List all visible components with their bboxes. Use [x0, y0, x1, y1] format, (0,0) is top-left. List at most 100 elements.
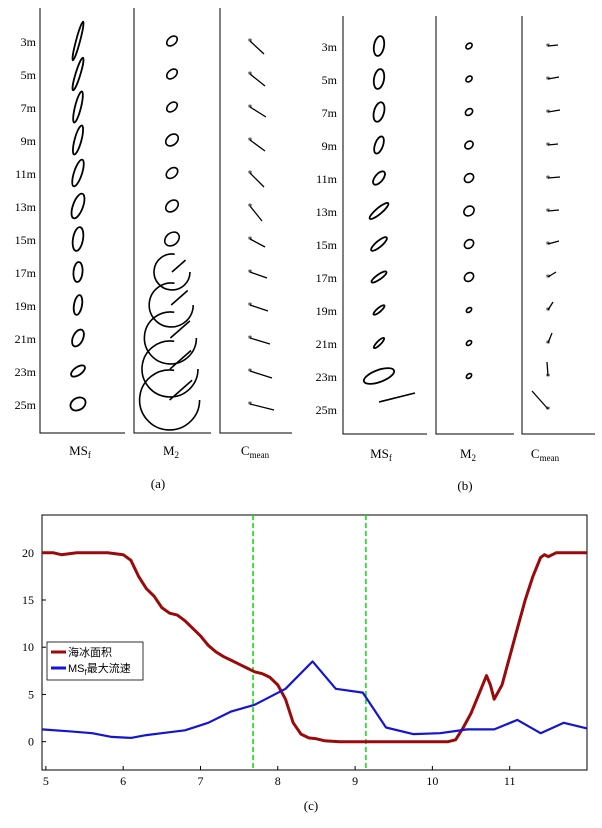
panel-a-cmean-vector: [249, 238, 266, 248]
panel-b-msf-label: MSf: [370, 446, 392, 463]
panel-b-caption: (b): [457, 478, 472, 493]
panel-b-depth-label: 19m: [316, 304, 338, 318]
panel-b-msf-ellipse: [372, 101, 386, 123]
panel-b-cmean-vector-marker: *: [546, 307, 551, 317]
panel-b-depth-label: 7m: [322, 106, 338, 120]
panel-b-m2-ellipse: [465, 42, 473, 50]
panel-a-msf-ellipse: [71, 158, 85, 188]
panel-b-depth-label: 9m: [322, 139, 338, 153]
panel-b-msf-axis: [342, 16, 427, 435]
panel-b-m2-ellipse: [465, 306, 473, 314]
panel-a-m2-ellipse: [143, 311, 198, 365]
panel-a-cmean-vector-marker: *: [248, 71, 253, 81]
panel-a-m2-ellipse-radius: [171, 259, 187, 273]
panel-a-cmean-vector-marker: *: [248, 137, 253, 147]
panel-a-m2-ellipse: [165, 35, 179, 47]
panel-a-cmean-vector: [249, 370, 273, 379]
series-line-msf-max-velocity: [41, 660, 588, 740]
x-tick-label: 8: [275, 774, 281, 788]
panel-a-depth-label: 11m: [15, 167, 37, 181]
x-tick-label: 11: [504, 774, 516, 788]
panel-a-cmean-vector-marker: *: [248, 104, 253, 114]
y-tick-label: 0: [28, 735, 34, 749]
panel-b-depth-label: 13m: [316, 205, 338, 219]
x-tick-label: 5: [43, 774, 49, 788]
panel-a-cmean-vector: [249, 73, 266, 87]
panel-b-cmean-vector: [547, 271, 557, 278]
panel-a-msf-ellipse: [71, 226, 85, 252]
panel-a-depth-label: 23m: [15, 365, 37, 379]
legend-label: 海冰面积: [68, 645, 112, 659]
panel-b-cmean-vector: [547, 301, 554, 311]
panel-a-depth-label: 9m: [21, 134, 37, 148]
series-line-sea-ice-area: [42, 551, 587, 744]
panel-a-cmean-vector: [249, 337, 271, 345]
panel-a-depth-label: 25m: [15, 398, 37, 412]
panel-b-depth-label: 25m: [316, 403, 338, 417]
panel-b-cmean-vector: [547, 109, 561, 113]
panel-b-msf-ellipse: [372, 304, 386, 316]
panel-c-plot-frame: [41, 514, 588, 771]
panel-a-m2-ellipse: [153, 253, 191, 291]
panel-b-cmean-vector-marker: *: [546, 241, 551, 251]
panel-b-cmean-vector: [547, 176, 561, 179]
panel-a-msf-ellipse: [72, 294, 84, 316]
panel-a-depth-label: 15m: [15, 233, 37, 247]
panel-a-cmean-vector-marker: *: [248, 335, 253, 345]
x-tick-label: 7: [197, 774, 203, 788]
panel-a-depth-label: 19m: [15, 299, 37, 313]
legend-label: MSf最大流速: [68, 661, 131, 677]
panel-a-msf-ellipse: [71, 328, 85, 348]
panel-a-cmean-vector-marker: *: [248, 236, 253, 246]
panel-b-cmean-vector: [547, 44, 559, 47]
panel-a-cmean-vector-marker: *: [248, 38, 253, 48]
panel-b-m2-ellipse: [464, 140, 474, 150]
panel-b-cmean-vector-marker: *: [546, 76, 551, 86]
panel-b-m2-ellipse: [465, 339, 473, 347]
panel-b-cmean-vector: [531, 390, 549, 410]
panel-b-msf-ellipse: [362, 367, 396, 385]
panel-a-cmean-vector-marker: *: [248, 269, 253, 279]
panel-b-msf-ellipse: [370, 270, 388, 284]
panel-a-m2-ellipse-radius: [169, 349, 192, 370]
panel-a-cmean-axis: [219, 8, 292, 434]
panel-b-depth-label: 11m: [316, 172, 338, 186]
panel-a-msf-ellipse: [72, 90, 84, 124]
panel-b-cmean-vector: [547, 240, 560, 245]
panel-a-cmean-vector-marker: *: [248, 368, 253, 378]
panel-a-msf-label: MSf: [69, 443, 91, 460]
panel-b-m2-ellipse: [465, 372, 473, 380]
y-tick-label: 20: [22, 546, 34, 560]
panel-a-m2-ellipse: [138, 369, 201, 431]
panel-a-m2-ellipse: [165, 101, 179, 113]
panel-b-cmean-vector-marker: *: [546, 373, 551, 383]
panel-b-m2-ellipse: [463, 271, 475, 283]
panel-a-m2-ellipse-radius: [169, 320, 191, 339]
panel-a-depth-label: 21m: [15, 332, 37, 346]
panel-a-m2-ellipse: [165, 68, 179, 80]
panel-a-cmean-vector: [249, 139, 266, 152]
panel-a-depth-label: 17m: [15, 266, 37, 280]
panel-b-msf-line: [378, 392, 416, 403]
panel-b-cmean-vector-marker: *: [546, 274, 551, 284]
panel-a-msf-ellipse: [70, 364, 86, 378]
panel-a-msf-ellipse: [70, 192, 86, 220]
legend-box: [46, 641, 144, 681]
panel-b-depth-label: 5m: [322, 73, 338, 87]
panel-b-m2-ellipse: [463, 238, 475, 250]
panel-a-m2-ellipse: [165, 166, 179, 180]
panel-b-m2-ellipse: [463, 205, 475, 217]
panel-b-m2-ellipse: [464, 107, 474, 117]
panel-b-depth-label: 17m: [316, 271, 338, 285]
panel-b-m2-ellipse: [465, 75, 473, 83]
panel-a-m2-ellipse-radius: [170, 289, 189, 306]
panel-c-caption: (c): [304, 798, 318, 813]
panel-b-cmean-vector-marker: *: [546, 340, 551, 350]
y-tick-label: 5: [28, 687, 34, 701]
panel-a-m2-label: M2: [163, 443, 179, 460]
panel-b-cmean-vector-marker: *: [546, 175, 551, 185]
panel-b-depth-label: 15m: [316, 238, 338, 252]
panel-a-msf-ellipse: [71, 20, 85, 62]
panel-b-cmean-vector: [547, 332, 553, 344]
